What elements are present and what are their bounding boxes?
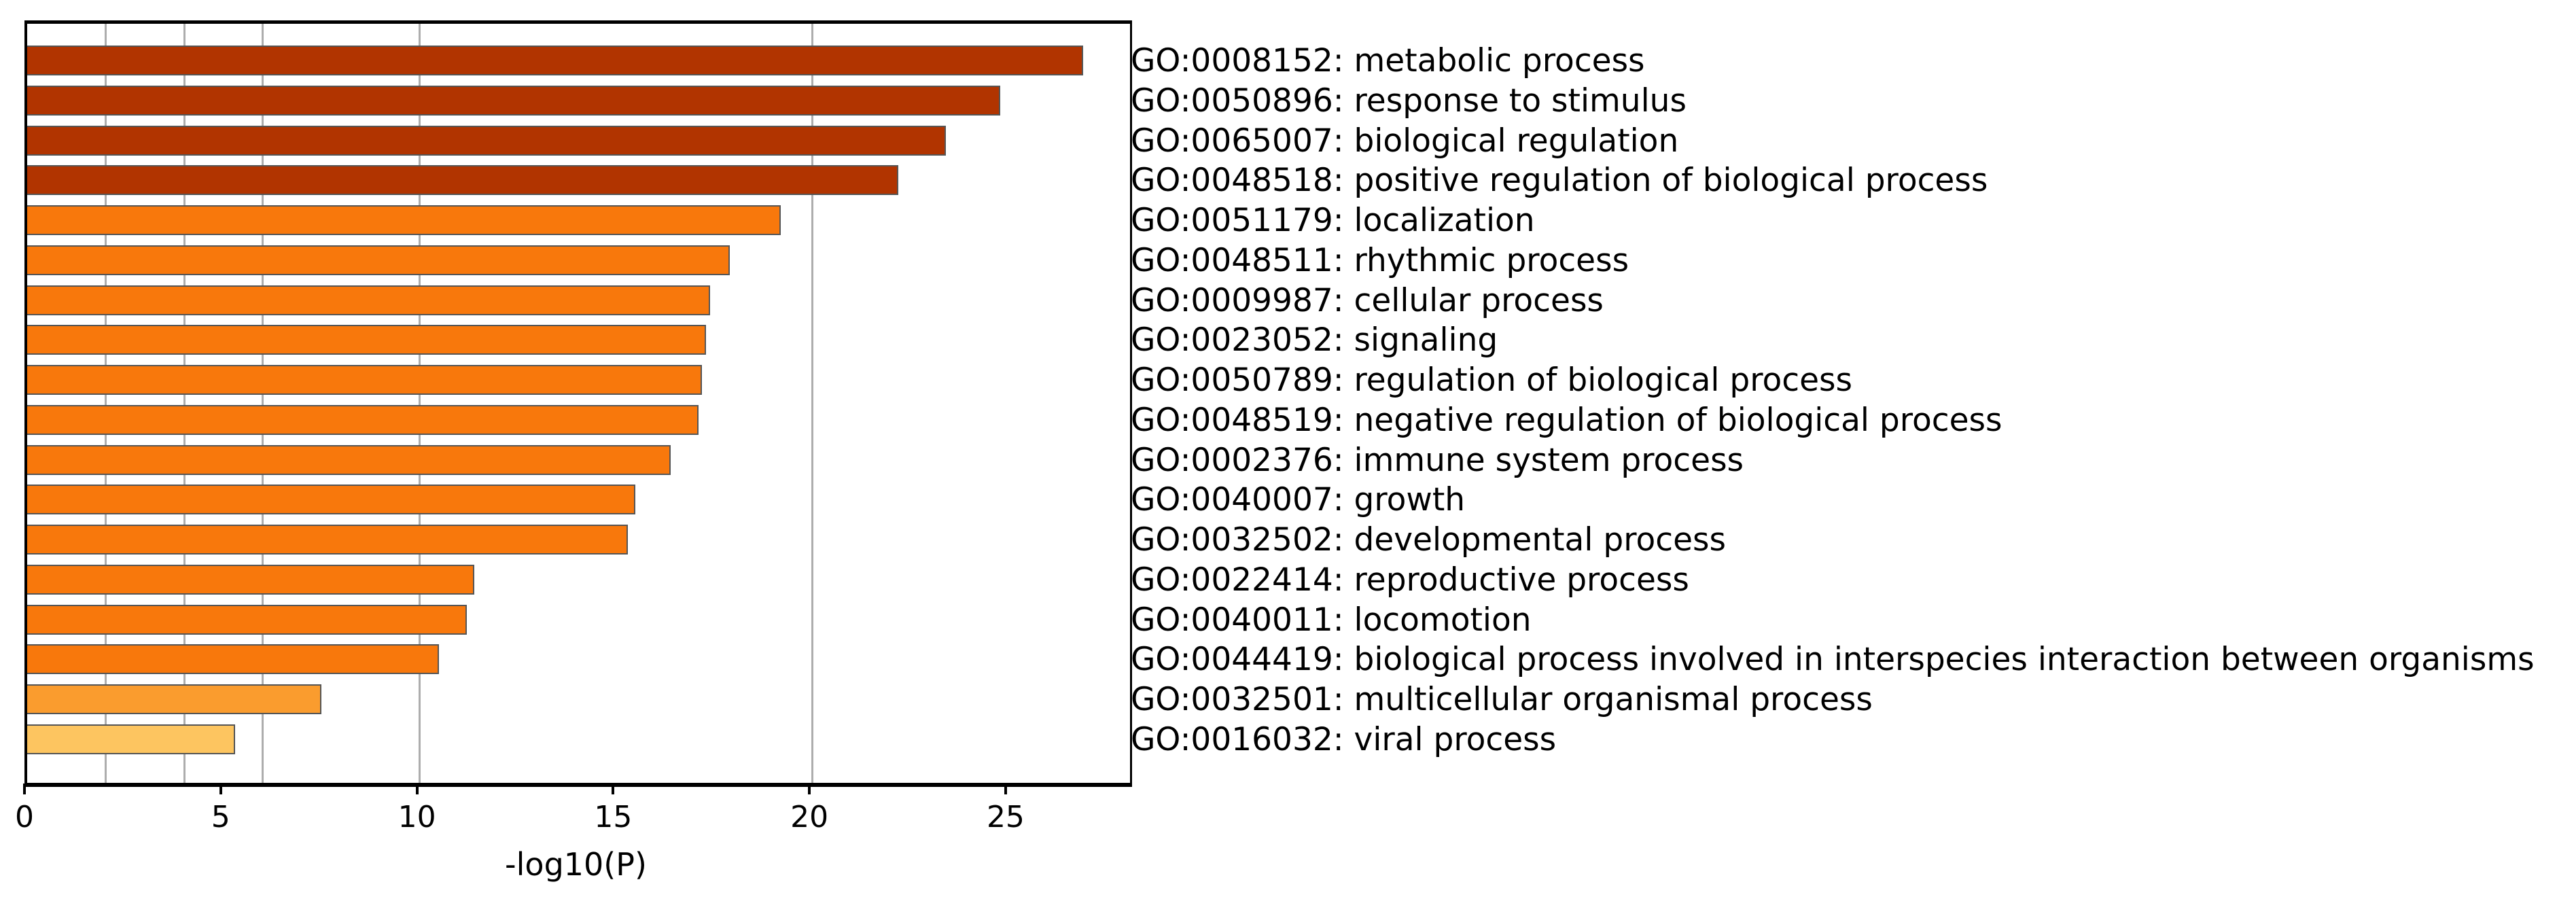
category-label: GO:0022414: reproductive process (1131, 561, 1689, 599)
bar (27, 525, 628, 555)
x-tick-label: 20 (790, 800, 829, 834)
bar (27, 285, 710, 315)
gridline (183, 24, 186, 783)
category-label: GO:0065007: biological regulation (1131, 122, 1679, 160)
category-label: GO:0016032: viral process (1131, 720, 1557, 758)
x-tick (415, 784, 419, 794)
bar (27, 404, 699, 435)
category-label: GO:0050896: response to stimulus (1131, 82, 1687, 120)
gridline (105, 24, 107, 783)
category-label: GO:0040007: growth (1131, 481, 1466, 519)
bar (27, 46, 1083, 75)
x-tick-label: 25 (986, 800, 1025, 834)
x-tick-label: 15 (594, 800, 633, 834)
bar (27, 604, 467, 635)
bar (27, 644, 440, 675)
category-label: GO:0032502: developmental process (1131, 521, 1726, 559)
plot-area (24, 20, 1132, 787)
category-label: GO:0044419: biological process involved … (1131, 641, 2535, 679)
bar (27, 325, 707, 355)
x-axis-title: -log10(P) (505, 846, 647, 883)
category-label: GO:0048519: negative regulation of biolo… (1131, 401, 2002, 439)
bar (27, 125, 946, 156)
x-tick (612, 784, 615, 794)
bar (27, 165, 899, 196)
bar (27, 684, 322, 715)
category-label: GO:0002376: immune system process (1131, 441, 1744, 479)
category-label: GO:0032501: multicellular organismal pro… (1131, 681, 1873, 719)
category-label: GO:0008152: metabolic process (1131, 42, 1645, 80)
category-label: GO:0023052: signaling (1131, 321, 1498, 359)
bar (27, 365, 703, 395)
bar (27, 564, 475, 595)
category-label: GO:0048518: positive regulation of biolo… (1131, 162, 1988, 200)
gridline (419, 24, 421, 783)
category-label: GO:0050789: regulation of biological pro… (1131, 362, 1853, 400)
bar (27, 245, 730, 275)
x-tick-label: 5 (211, 800, 230, 834)
x-tick (219, 784, 222, 794)
gridline (262, 24, 264, 783)
bar (27, 444, 671, 475)
category-label: GO:0051179: localization (1131, 202, 1535, 240)
bar (27, 485, 636, 515)
category-label: GO:0040011: locomotion (1131, 601, 1532, 639)
bar (27, 85, 1001, 116)
x-tick-label: 10 (398, 800, 436, 834)
x-tick (1004, 784, 1007, 794)
bar (27, 724, 236, 754)
bar (27, 205, 781, 236)
x-tick-label: 0 (15, 800, 34, 834)
gridline (811, 24, 813, 783)
x-tick (808, 784, 811, 794)
category-label: GO:0048511: rhythmic process (1131, 241, 1629, 279)
x-tick (23, 784, 26, 794)
category-label: GO:0009987: cellular process (1131, 281, 1604, 319)
